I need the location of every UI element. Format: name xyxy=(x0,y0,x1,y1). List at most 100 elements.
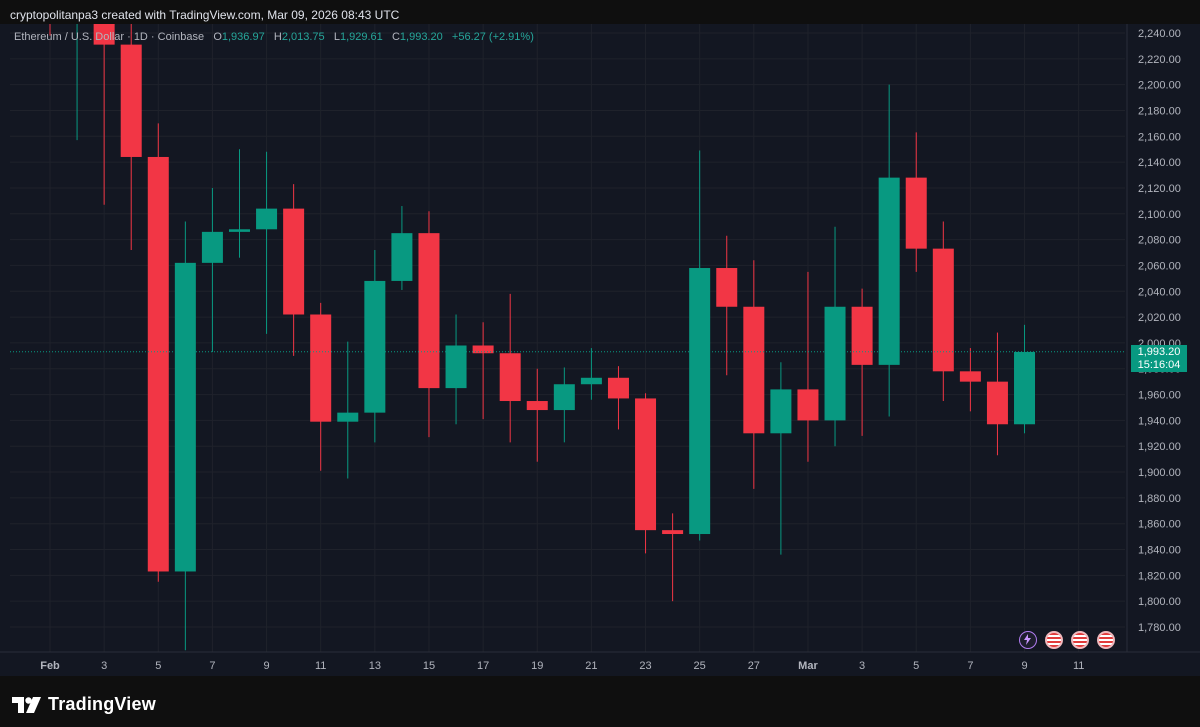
candle-body xyxy=(607,377,629,399)
x-tick-label: 13 xyxy=(369,660,381,672)
candle-body xyxy=(905,177,927,249)
y-tick-label: 2,220.00 xyxy=(1138,54,1181,66)
x-tick-label: 7 xyxy=(967,660,973,672)
symbol-legend: Ethereum / U.S. Dollar · 1D · Coinbase O… xyxy=(14,31,534,43)
candle-body xyxy=(878,177,900,365)
x-tick-label: 17 xyxy=(477,660,489,672)
y-tick-label: 1,820.00 xyxy=(1138,570,1181,582)
y-tick-label: 1,880.00 xyxy=(1138,493,1181,505)
bar-countdown: 15:16:04 xyxy=(1137,358,1181,371)
candle-body xyxy=(418,233,440,389)
close-label: C xyxy=(391,31,400,43)
x-tick-label: 5 xyxy=(155,660,161,672)
candle-body xyxy=(959,371,981,382)
y-tick-label: 1,960.00 xyxy=(1138,390,1181,402)
candle-body xyxy=(770,389,792,434)
header-bar: cryptopolitanpa3 created with TradingVie… xyxy=(0,0,1200,28)
x-tick-label: 25 xyxy=(694,660,706,672)
y-tick-label: 2,160.00 xyxy=(1138,131,1181,143)
candle-body xyxy=(743,306,765,434)
candle-body xyxy=(445,345,467,389)
x-tick-label: 21 xyxy=(585,660,597,672)
x-tick-label: Mar xyxy=(798,660,818,672)
candle-body xyxy=(310,314,332,422)
candle-body xyxy=(283,208,305,315)
low-value: 1,929.61 xyxy=(339,31,383,43)
x-tick-label: 9 xyxy=(1021,660,1027,672)
axes: 1,780.00 1,800.00 1,820.00 1,840.00 1,860.00… xyxy=(0,24,1200,672)
change-value: +56.27 (+2.91%) xyxy=(451,31,534,43)
y-tick-label: 1,900.00 xyxy=(1138,467,1181,479)
candle-body xyxy=(201,231,223,263)
candle-body xyxy=(228,229,250,232)
x-tick-label: 23 xyxy=(639,660,651,672)
y-tick-label: 1,800.00 xyxy=(1138,596,1181,608)
x-tick-label: 19 xyxy=(531,660,543,672)
x-tick-label: 9 xyxy=(263,660,269,672)
symbol-name: Ethereum / U.S. Dollar · 1D · Coinbase xyxy=(14,31,205,43)
open-label: O xyxy=(213,31,222,43)
candle-body xyxy=(689,268,711,535)
candle-body xyxy=(174,262,196,572)
candle-body xyxy=(580,377,602,385)
y-tick-label: 1,780.00 xyxy=(1138,622,1181,634)
candle-body xyxy=(635,398,657,531)
candle-body xyxy=(526,401,548,411)
candle-body xyxy=(364,280,386,413)
y-tick-label: 2,040.00 xyxy=(1138,286,1181,298)
x-tick-label: 15 xyxy=(423,660,435,672)
event-markers xyxy=(1019,631,1115,649)
y-tick-label: 1,840.00 xyxy=(1138,545,1181,557)
tradingview-logo[interactable]: TradingView xyxy=(12,694,156,715)
candle-body xyxy=(391,233,413,281)
last-price-tag: 1,993.20 15:16:04 xyxy=(1131,344,1187,372)
plot-background xyxy=(0,24,1200,676)
candle-body xyxy=(499,353,521,402)
candle-body xyxy=(662,530,684,535)
y-tick-label: 2,100.00 xyxy=(1138,209,1181,221)
x-tick-label: 5 xyxy=(913,660,919,672)
brand-name: TradingView xyxy=(48,694,156,714)
y-tick-label: 2,020.00 xyxy=(1138,312,1181,324)
candlestick-chart-svg[interactable]: 1,780.00 1,800.00 1,820.00 1,840.00 1,860.00… xyxy=(0,24,1200,676)
candle-body xyxy=(986,381,1008,425)
candle-body xyxy=(716,268,738,307)
low-label: L xyxy=(333,31,340,43)
candle-body xyxy=(256,208,278,230)
y-tick-label: 2,180.00 xyxy=(1138,105,1181,117)
x-tick-label: Feb xyxy=(40,660,60,672)
creator-caption: cryptopolitanpa3 created with TradingVie… xyxy=(10,8,400,22)
candle-body xyxy=(120,44,142,157)
y-tick-label: 2,080.00 xyxy=(1138,235,1181,247)
candle-body xyxy=(824,306,846,421)
last-price-value: 1,993.20 xyxy=(1137,345,1181,358)
candles xyxy=(10,24,1125,651)
candle-body xyxy=(1014,351,1036,425)
x-tick-label: 3 xyxy=(101,660,107,672)
candle-body xyxy=(851,306,873,365)
lightning-event-icon[interactable] xyxy=(1019,631,1037,649)
high-value: 2,013.75 xyxy=(281,31,325,43)
x-tick-label: 11 xyxy=(1073,660,1084,672)
close-value: 1,993.20 xyxy=(399,31,443,43)
y-tick-label: 2,120.00 xyxy=(1138,183,1181,195)
y-tick-label: 2,200.00 xyxy=(1138,80,1181,92)
candle-body xyxy=(472,345,494,354)
y-tick-label: 1,940.00 xyxy=(1138,415,1181,427)
x-tick-label: 27 xyxy=(748,660,760,672)
y-tick-label: 1,920.00 xyxy=(1138,441,1181,453)
y-tick-label: 2,060.00 xyxy=(1138,260,1181,272)
us-flag-event-icon[interactable] xyxy=(1045,631,1063,649)
us-flag-event-icon[interactable] xyxy=(1097,631,1115,649)
tradingview-logo-icon xyxy=(12,696,41,713)
x-tick-label: 3 xyxy=(859,660,865,672)
price-chart[interactable]: 1,780.00 1,800.00 1,820.00 1,840.00 1,860.00… xyxy=(0,24,1200,676)
candle-body xyxy=(337,412,359,422)
x-tick-label: 7 xyxy=(209,660,215,672)
candle-body xyxy=(93,24,115,45)
candle-body xyxy=(147,156,169,572)
candle-body xyxy=(797,389,819,421)
us-flag-event-icon[interactable] xyxy=(1071,631,1089,649)
high-label: H xyxy=(273,31,282,43)
candle-body xyxy=(553,384,575,411)
